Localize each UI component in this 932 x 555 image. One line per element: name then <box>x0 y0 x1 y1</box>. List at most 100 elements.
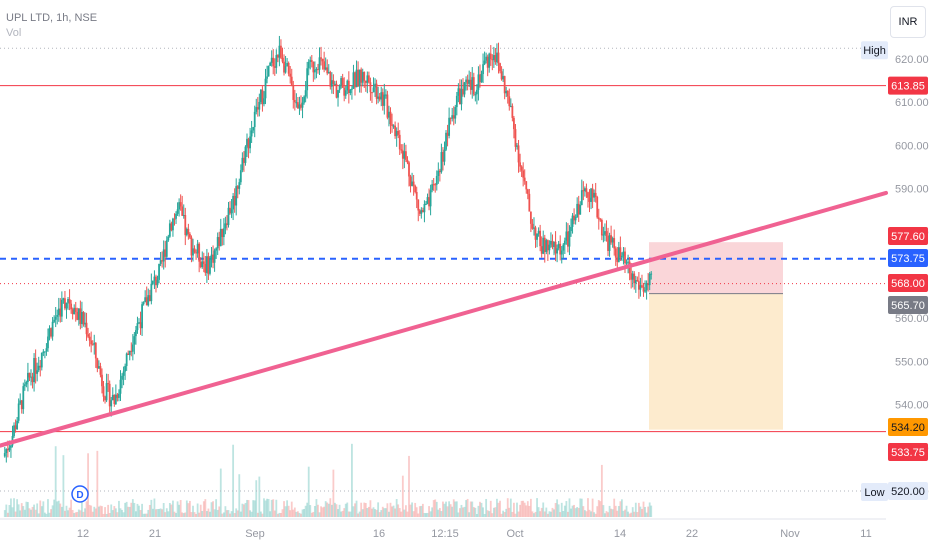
stop-loss-zone[interactable] <box>649 242 783 294</box>
candle-body <box>159 260 162 264</box>
candle-body <box>338 85 341 91</box>
symbol-label[interactable]: UPL LTD, 1h, NSE <box>6 12 98 24</box>
price-tag-533-75: 533.75 <box>888 443 928 461</box>
time-axis[interactable]: 12 21 Sep 16 12:15 Oct 14 22 Nov 11 <box>77 528 872 540</box>
candle-body <box>73 307 76 315</box>
volume-bar <box>369 500 372 517</box>
candle-body <box>22 386 25 410</box>
volume-label[interactable]: Vol <box>6 27 22 39</box>
event-marker-circle[interactable] <box>71 485 89 503</box>
candle-body <box>434 184 437 186</box>
candle-body <box>84 322 86 325</box>
volume-bar <box>574 508 577 517</box>
volume-bar <box>613 498 616 517</box>
volume-bar <box>6 512 9 517</box>
candle-body <box>471 77 474 90</box>
candle-body <box>202 261 205 264</box>
volume-bar <box>158 508 160 517</box>
candle-body <box>307 61 310 69</box>
volume-bar <box>401 475 404 517</box>
target-zone[interactable] <box>649 293 783 430</box>
volume-bar <box>189 500 191 517</box>
volume-bar <box>133 502 136 517</box>
volume-bar <box>567 511 569 517</box>
volume-bar <box>102 513 105 517</box>
candle-body <box>361 72 364 83</box>
candle-body <box>300 104 302 108</box>
volume-bar <box>562 510 565 517</box>
volume-bar <box>596 506 599 517</box>
volume-bar <box>114 508 117 517</box>
volume-bar <box>489 500 492 517</box>
dividend-marker[interactable]: D <box>71 485 89 503</box>
candle-body <box>158 263 160 280</box>
candle-body <box>226 223 228 226</box>
x-tick-label: 22 <box>686 528 698 540</box>
volume-bar <box>477 505 480 517</box>
volume-bar <box>258 476 261 517</box>
candle-body <box>406 159 409 163</box>
volume-bar <box>148 504 151 517</box>
volume-bar <box>418 506 421 517</box>
candle-body <box>594 192 597 197</box>
volume-bar <box>53 499 56 517</box>
candle-body <box>76 311 79 320</box>
candle-body <box>492 55 495 61</box>
volume-bar <box>588 509 591 517</box>
volume-bar <box>349 511 352 517</box>
volume-bar <box>590 511 592 517</box>
volume-bar <box>54 446 57 517</box>
candle-body <box>20 400 23 410</box>
currency-button[interactable]: INR <box>890 6 926 38</box>
candle-body <box>57 308 60 315</box>
volume-bar <box>43 512 46 517</box>
candle-body <box>111 394 114 401</box>
candle-body <box>548 244 551 251</box>
candle-body <box>513 117 515 130</box>
volume-bar <box>150 499 153 517</box>
volume-bar <box>506 498 509 517</box>
volume-bar <box>605 511 608 517</box>
volume-bar <box>210 502 213 517</box>
candle-body <box>647 283 650 286</box>
volume-bar <box>235 508 238 517</box>
candle-body <box>107 383 110 385</box>
volume-bar <box>246 499 248 517</box>
volume-bar <box>101 506 103 517</box>
horizontal-levels[interactable] <box>0 47 886 492</box>
candle-body <box>462 88 464 95</box>
candle-body <box>16 420 19 430</box>
volume-bar <box>631 507 634 517</box>
candle-body <box>448 117 451 136</box>
candle-body <box>323 61 326 70</box>
volume-bar <box>289 510 292 517</box>
volume-bar <box>531 511 534 517</box>
volume-bar <box>462 507 464 517</box>
volume-bar <box>309 505 312 517</box>
candle-body <box>313 69 316 73</box>
trendline[interactable] <box>0 190 888 448</box>
candle-body <box>505 90 508 94</box>
candle-body <box>403 151 406 159</box>
volume-bar <box>131 499 134 517</box>
candle-body <box>144 297 147 303</box>
candle-body <box>533 227 535 229</box>
volume-bar <box>388 511 390 517</box>
candle-body <box>6 449 9 451</box>
volume-bar <box>159 508 162 517</box>
volume-bar <box>480 502 483 517</box>
volume-bar <box>460 504 463 517</box>
position-tool-zones[interactable] <box>649 242 783 430</box>
candle-body <box>267 65 270 77</box>
volume-bar <box>79 510 82 517</box>
volume-bar <box>218 506 221 517</box>
volume-bar <box>304 505 307 517</box>
volume-bar <box>64 510 66 517</box>
volume-bar <box>414 502 417 517</box>
support-trendline[interactable] <box>0 190 888 448</box>
volume-bar <box>426 512 429 517</box>
x-tick-label: 21 <box>149 528 161 540</box>
volume-bar <box>344 503 347 517</box>
